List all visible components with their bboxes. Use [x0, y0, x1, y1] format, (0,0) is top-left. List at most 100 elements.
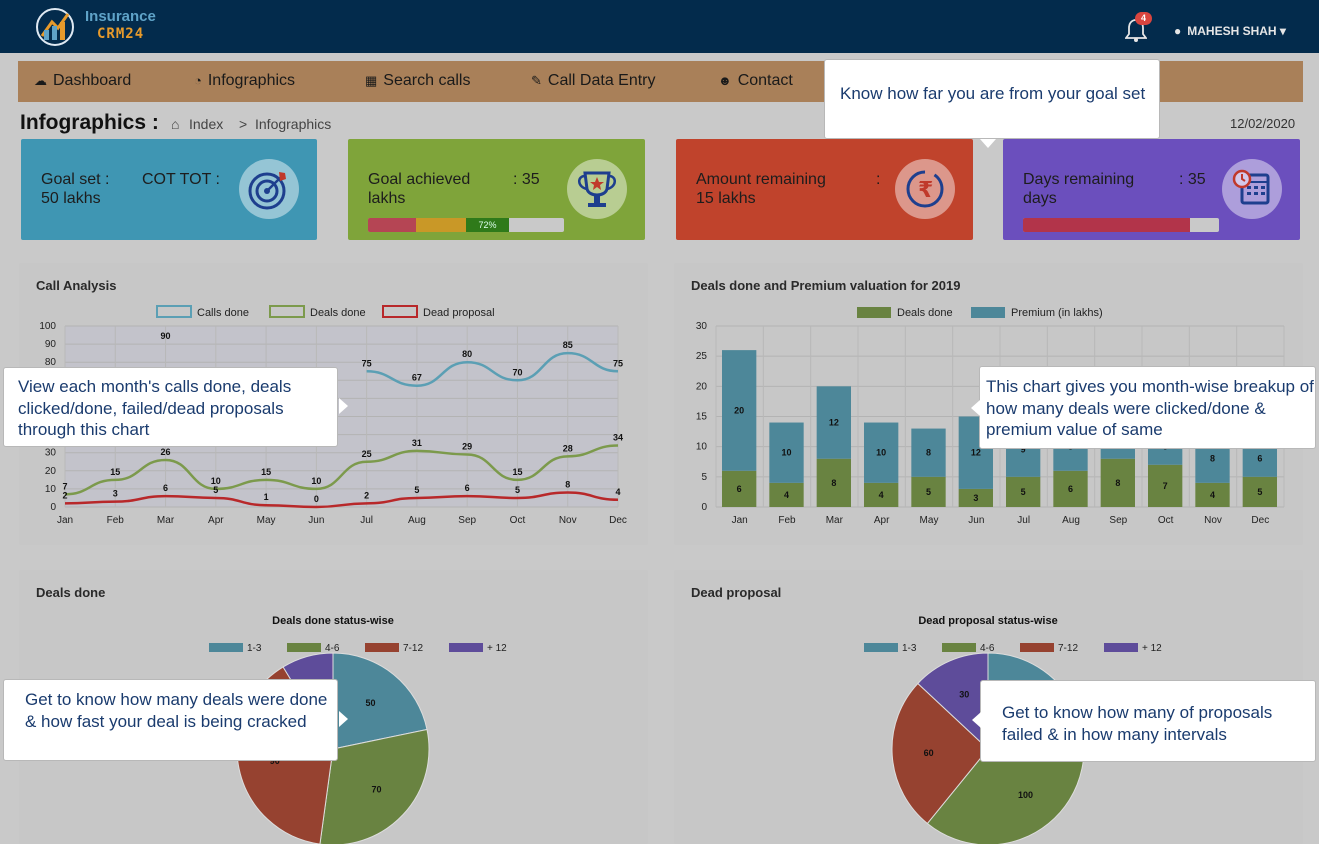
legend-label: + 12 [487, 643, 507, 654]
x-tick-label: Jun [968, 515, 984, 526]
x-tick-label: Apr [874, 515, 890, 526]
target-icon [239, 159, 299, 219]
bar [1195, 482, 1230, 507]
amount-remaining-label: Amount remaining 15 lakhs [696, 171, 826, 207]
legend-swatch [382, 305, 418, 318]
trophy-icon [567, 159, 627, 219]
data-label: 26 [161, 447, 171, 457]
legend-label: + 12 [1142, 643, 1162, 654]
deals-done-tooltip: Get to know how many deals were done & h… [3, 679, 348, 761]
x-tick-label: Oct [1158, 515, 1174, 526]
data-label: 4 [879, 490, 884, 500]
chart-title: Deals done status-wise [272, 615, 394, 627]
data-label: 5 [515, 485, 520, 495]
legend-swatch [942, 643, 976, 652]
data-label: 10 [311, 476, 321, 486]
x-tick-label: Sep [458, 515, 476, 526]
data-label: 10 [876, 448, 886, 458]
x-tick-label: Dec [609, 515, 627, 526]
x-tick-label: Nov [559, 515, 577, 526]
data-label: 12 [971, 448, 981, 458]
data-label: 10 [781, 448, 791, 458]
legend-label: Premium (in lakhs) [1011, 307, 1103, 319]
breadcrumb-home[interactable]: Index [189, 116, 224, 132]
bar [958, 488, 993, 507]
nav-call-data-entry[interactable]: ✎ Call Data Entry [531, 72, 656, 89]
bar [1100, 458, 1135, 507]
bar [911, 476, 946, 507]
bar [816, 458, 851, 507]
goal-progress-label: 72% [466, 218, 509, 232]
data-label: 90 [161, 331, 171, 341]
data-label: 6 [1257, 454, 1262, 464]
x-tick-label: Oct [510, 515, 526, 526]
nav-dashboard[interactable]: ☁ Dashboard [34, 72, 132, 89]
user-menu[interactable]: ● MAHESH SHAH ▾ [1174, 24, 1286, 38]
data-label: 5 [414, 485, 419, 495]
data-label: 8 [926, 448, 931, 458]
data-label: 3 [973, 493, 978, 503]
breadcrumb-current: Infographics [255, 116, 332, 132]
deals-done-tooltip-text: Get to know how many deals were done & h… [25, 690, 328, 731]
data-label: 29 [462, 442, 472, 452]
data-label: 8 [1115, 478, 1120, 488]
data-label: 90 [270, 756, 280, 766]
x-tick-label: Mar [157, 515, 175, 526]
calls-tooltip: View each month's calls done, deals clic… [3, 367, 348, 447]
nav-contact[interactable]: ☻ Contact [718, 72, 793, 89]
legend-swatch [864, 643, 898, 652]
legend-label: Deals done [310, 307, 366, 319]
y-tick-label: 25 [696, 351, 708, 362]
goal-progress-bar: 72% [368, 218, 564, 232]
data-label: 8 [565, 480, 570, 490]
data-label: 6 [737, 484, 742, 494]
legend-swatch [287, 643, 321, 652]
legend-label: Deals done [897, 307, 953, 319]
x-tick-label: May [257, 515, 276, 526]
pie-chart-icon: ◔ [194, 73, 202, 88]
bar [864, 482, 899, 507]
bar [1053, 470, 1088, 507]
x-tick-label: Dec [1251, 515, 1269, 526]
deals-premium-tooltip-text: This chart gives you month-wise breakup … [986, 377, 1314, 439]
legend-swatch [209, 643, 243, 652]
y-tick-label: 10 [696, 442, 708, 453]
x-tick-label: Jul [360, 515, 373, 526]
days-remaining-label: Days remaining days [1023, 171, 1135, 207]
y-tick-label: 15 [696, 412, 708, 423]
deals-premium-title: Deals done and Premium valuation for 201… [691, 278, 961, 293]
legend-swatch [1104, 643, 1138, 652]
x-tick-label: Feb [778, 515, 796, 526]
nav-infographics[interactable]: ◔ Infographics [194, 72, 296, 89]
app-logo[interactable] [30, 2, 190, 50]
user-cog-icon: ☻ [718, 73, 732, 88]
home-icon: ⌂ [171, 116, 180, 132]
chevron-down-icon: ▾ [1276, 24, 1286, 38]
data-label: 67 [412, 373, 422, 383]
data-label: 9 [1021, 445, 1026, 455]
nav-search-calls[interactable]: ▦ Search calls [365, 72, 471, 89]
breadcrumb: ⌂ [171, 116, 179, 132]
days-remaining-card: Days remaining days : 35 [1003, 139, 1300, 240]
breadcrumb-separator: > [239, 116, 248, 132]
legend-swatch [269, 305, 305, 318]
data-label: 25 [362, 449, 372, 459]
data-label: 7 [1163, 481, 1168, 491]
bar [722, 470, 757, 507]
edit-icon: ✎ [531, 73, 542, 88]
y-tick-label: 80 [45, 357, 57, 368]
y-tick-label: 30 [696, 321, 708, 332]
data-label: 80 [462, 349, 472, 359]
legend-label: 1-3 [902, 643, 917, 654]
goal-tooltip-text: Know how far you are from your goal set [840, 84, 1146, 103]
pie-slice [319, 728, 430, 844]
logo-icon [36, 8, 74, 46]
x-tick-label: May [920, 515, 939, 526]
data-label: 6 [163, 483, 168, 493]
x-tick-label: Aug [408, 515, 426, 526]
y-tick-label: 0 [50, 502, 56, 513]
data-label: 0 [314, 494, 319, 504]
data-label: 31 [412, 438, 422, 448]
pie-slice [917, 652, 989, 751]
data-label: 15 [512, 467, 522, 477]
